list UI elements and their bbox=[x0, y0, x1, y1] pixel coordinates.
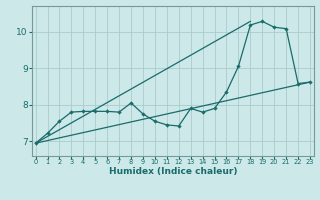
X-axis label: Humidex (Indice chaleur): Humidex (Indice chaleur) bbox=[108, 167, 237, 176]
